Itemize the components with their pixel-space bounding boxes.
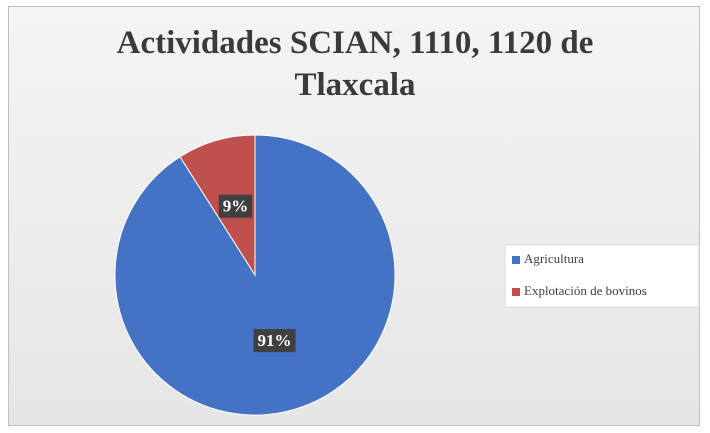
data-label-text: 91% bbox=[258, 331, 292, 350]
data-label-bg bbox=[253, 329, 296, 353]
legend-label: Agricultura bbox=[524, 251, 584, 266]
legend-label: Explotación de bovinos bbox=[524, 283, 647, 298]
data-label: 91% bbox=[253, 329, 296, 353]
chart-title: Actividades SCIAN, 1110, 1120 de Tlaxcal… bbox=[116, 25, 594, 103]
legend-box bbox=[504, 244, 700, 308]
legend-swatch bbox=[512, 256, 520, 264]
data-label-bg bbox=[218, 194, 253, 218]
data-label-text: 9% bbox=[223, 197, 249, 216]
legend-swatch bbox=[512, 288, 520, 296]
data-label: 9% bbox=[218, 194, 253, 218]
pie-slice bbox=[179, 134, 256, 277]
